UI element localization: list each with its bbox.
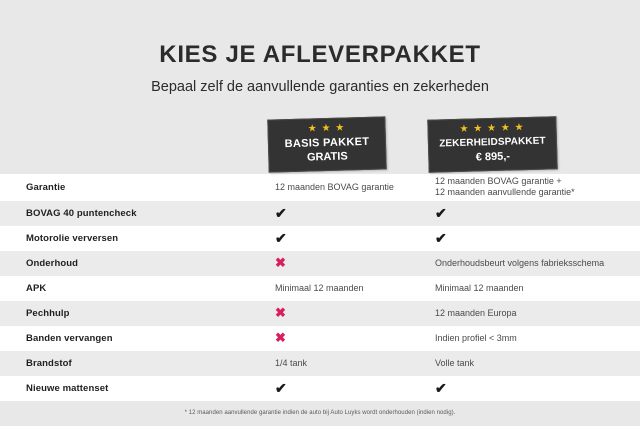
cell-zekerheidspakket: Onderhoudsbeurt volgens fabrieksschema bbox=[435, 258, 640, 269]
cell-basis-pakket: ✖ bbox=[275, 331, 435, 345]
table-row: Onderhoud ✖ Onderhoudsbeurt volgens fabrie… bbox=[0, 250, 640, 276]
table-row: BOVAG 40 puntencheck ✔ ✔ bbox=[0, 200, 640, 226]
table-row: Nieuwe mattenset ✔ ✔ bbox=[0, 375, 640, 401]
cell-text: Indien profiel < 3mm bbox=[435, 332, 517, 343]
check-icon: ✔ bbox=[275, 205, 287, 222]
cell-zekerheidspakket: Minimaal 12 maanden bbox=[435, 283, 640, 294]
cell-text: 12 maanden BOVAG garantie bbox=[275, 181, 394, 192]
feature-label: Onderhoud bbox=[26, 257, 79, 269]
cell-text: Minimaal 12 maanden bbox=[435, 282, 524, 293]
cross-icon: ✖ bbox=[275, 330, 286, 346]
cell-zekerheidspakket: 12 maanden BOVAG garantie +12 maanden aa… bbox=[435, 176, 640, 198]
feature-label: Pechhulp bbox=[26, 307, 70, 319]
cell-basis-pakket: ✔ bbox=[275, 381, 435, 395]
table-row: Garantie 12 maanden BOVAG garantie 12 maan… bbox=[0, 173, 640, 201]
cell-basis-pakket: 12 maanden BOVAG garantie bbox=[275, 182, 435, 193]
star-rating-icon: ★ ★ ★ bbox=[307, 122, 346, 135]
page-header: KIES JE AFLEVERPAKKET Bepaal zelf de aan… bbox=[0, 0, 640, 97]
cell-text: Minimaal 12 maanden bbox=[275, 282, 364, 293]
cell-basis-pakket: ✔ bbox=[275, 231, 435, 245]
feature-label: Garantie bbox=[26, 181, 66, 193]
cross-icon: ✖ bbox=[275, 305, 286, 321]
table-row: Banden vervangen ✖ Indien profiel < 3mm bbox=[0, 325, 640, 351]
cell-zekerheidspakket: ✔ bbox=[435, 231, 640, 245]
feature-label: BOVAG 40 puntencheck bbox=[26, 207, 137, 219]
package-badge-zekerheid[interactable]: ★ ★ ★ ★ ★ ZEKERHEIDSPAKKET € 895,- bbox=[427, 115, 558, 173]
feature-label: Brandstof bbox=[26, 357, 72, 369]
check-icon: ✔ bbox=[275, 380, 287, 397]
cell-text: 12 maanden BOVAG garantie +12 maanden aa… bbox=[435, 176, 575, 198]
package-badge-basis[interactable]: ★ ★ ★ BASIS PAKKET GRATIS bbox=[267, 116, 387, 173]
package-name-basis: BASIS PAKKET bbox=[284, 135, 370, 150]
table-row: APK Minimaal 12 maanden Minimaal 12 maande… bbox=[0, 275, 640, 301]
cell-zekerheidspakket: Volle tank bbox=[435, 358, 640, 369]
check-icon: ✔ bbox=[435, 230, 447, 247]
footnote: * 12 maanden aanvullende garantie indien… bbox=[184, 409, 456, 416]
feature-label: Motorolie verversen bbox=[26, 232, 119, 244]
cell-basis-pakket: ✖ bbox=[275, 306, 435, 320]
package-badges: ★ ★ ★ BASIS PAKKET GRATIS ★ ★ ★ ★ ★ ZEKE… bbox=[0, 112, 640, 173]
table-row: Pechhulp ✖ 12 maanden Europa bbox=[0, 300, 640, 326]
comparison-table: Garantie 12 maanden BOVAG garantie 12 maan… bbox=[0, 173, 640, 401]
star-rating-icon: ★ ★ ★ ★ ★ bbox=[459, 121, 525, 135]
page-title: KIES JE AFLEVERPAKKET bbox=[159, 41, 481, 68]
cross-icon: ✖ bbox=[275, 255, 286, 271]
feature-label: Banden vervangen bbox=[26, 332, 113, 344]
feature-label: Nieuwe mattenset bbox=[26, 382, 109, 394]
check-icon: ✔ bbox=[275, 230, 287, 247]
cell-zekerheidspakket: ✔ bbox=[435, 381, 640, 395]
page-subtitle: Bepaal zelf de aanvullende garanties en … bbox=[151, 79, 489, 96]
cell-text: 12 maanden Europa bbox=[435, 307, 517, 318]
check-icon: ✔ bbox=[435, 205, 447, 222]
cell-basis-pakket: Minimaal 12 maanden bbox=[275, 283, 435, 294]
cell-zekerheidspakket: ✔ bbox=[435, 206, 640, 220]
cell-text: Onderhoudsbeurt volgens fabrieksschema bbox=[435, 257, 605, 268]
cell-basis-pakket: ✖ bbox=[275, 256, 435, 270]
cell-basis-pakket: 1/4 tank bbox=[275, 358, 435, 369]
table-row: Brandstof 1/4 tank Volle tank bbox=[0, 350, 640, 376]
cell-text: 1/4 tank bbox=[275, 357, 308, 368]
cell-zekerheidspakket: 12 maanden Europa bbox=[435, 308, 640, 319]
cell-zekerheidspakket: Indien profiel < 3mm bbox=[435, 333, 640, 344]
feature-label: APK bbox=[26, 282, 47, 294]
table-row: Motorolie verversen ✔ ✔ bbox=[0, 225, 640, 251]
cell-basis-pakket: ✔ bbox=[275, 206, 435, 220]
check-icon: ✔ bbox=[435, 380, 447, 397]
cell-text: Volle tank bbox=[435, 357, 475, 368]
